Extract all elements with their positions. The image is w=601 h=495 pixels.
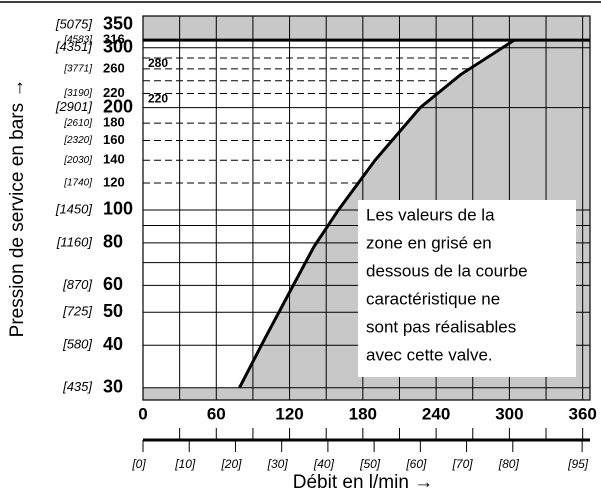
y-psi-label: [1740] (63, 178, 92, 189)
y-tick-label: 260 (103, 60, 125, 75)
y-psi-label: [725] (62, 304, 92, 319)
y-tick-label: 140 (103, 152, 125, 167)
x-tick-label: 240 (422, 404, 450, 423)
x-tick-label: 180 (349, 404, 377, 423)
plot-frame (142, 15, 591, 401)
inner-label: 280 (148, 56, 168, 70)
y-psi-label: [435] (62, 379, 92, 394)
annotation-line: caractéristique ne (366, 289, 500, 308)
y-tick-label: 30 (103, 376, 123, 396)
y-tick-label: 220 (103, 85, 125, 100)
y-tick-label: 60 (103, 274, 123, 294)
y-tick-label: 120 (103, 174, 125, 189)
annotation-line: avec cette valve. (366, 345, 493, 364)
y-tick-label: 200 (103, 96, 133, 116)
x2-tick-label: [10] (174, 457, 196, 471)
x-tick-label: 60 (207, 404, 226, 423)
x2-tick-label: [50] (359, 457, 381, 471)
annotation-line: dessous de la courbe (366, 261, 528, 280)
y-psi-label: [2901] (55, 99, 93, 114)
inner-label: 220 (148, 92, 168, 106)
x2-tick-label: [60] (405, 457, 427, 471)
y-tick-label: 316 (103, 32, 125, 47)
x2-tick-label: [95] (567, 457, 589, 471)
x2-tick-label: [80] (498, 457, 520, 471)
y-tick-label: 40 (103, 334, 123, 354)
y-tick-label: 300 (103, 37, 133, 57)
x-tick-label: 300 (495, 404, 523, 423)
x2-tick-label: [0] (131, 457, 146, 471)
y-psi-label: [4583] (63, 35, 92, 46)
y-tick-label: 160 (103, 132, 125, 147)
y-psi-label: [4351] (55, 39, 93, 54)
y-psi-label: [1160] (56, 234, 93, 249)
y-tick-label: 350 (103, 14, 133, 34)
y-tick-label: 80 (103, 232, 123, 252)
y-psi-label: [2030] (63, 155, 92, 166)
x-tick-label: 360 (568, 404, 596, 423)
characteristic-curve (238, 38, 516, 389)
x-axis-label: Débit en l/min → (293, 472, 433, 493)
x-tick-label: 120 (275, 404, 303, 423)
annotation-line: zone en grisé en (366, 233, 492, 252)
y-psi-label: [2320] (63, 135, 92, 146)
annotation-line: Les valeurs de la (366, 205, 495, 224)
annotation-line: sont pas réalisables (366, 317, 516, 336)
x2-tick-label: [30] (267, 457, 289, 471)
y-axis-label: Pression de service en bars → (7, 79, 28, 338)
y-psi-label: [3190] (63, 88, 92, 99)
x2-tick-label: [40] (313, 457, 335, 471)
y-psi-label: [870] (62, 277, 92, 292)
annotation-box (358, 200, 576, 377)
y-psi-label: [3771] (63, 64, 92, 75)
y-psi-label: [2610] (63, 118, 92, 129)
x2-tick-label: [70] (452, 457, 474, 471)
x-tick-label: 0 (138, 404, 147, 423)
y-psi-label: [580] (62, 337, 92, 352)
y-psi-label: [1450] (55, 201, 93, 216)
y-tick-label: 100 (103, 199, 133, 219)
y-tick-label: 50 (103, 301, 123, 321)
x2-tick-label: [20] (220, 457, 242, 471)
y-psi-label: [5075] (55, 16, 93, 31)
y-tick-label: 180 (103, 115, 125, 130)
